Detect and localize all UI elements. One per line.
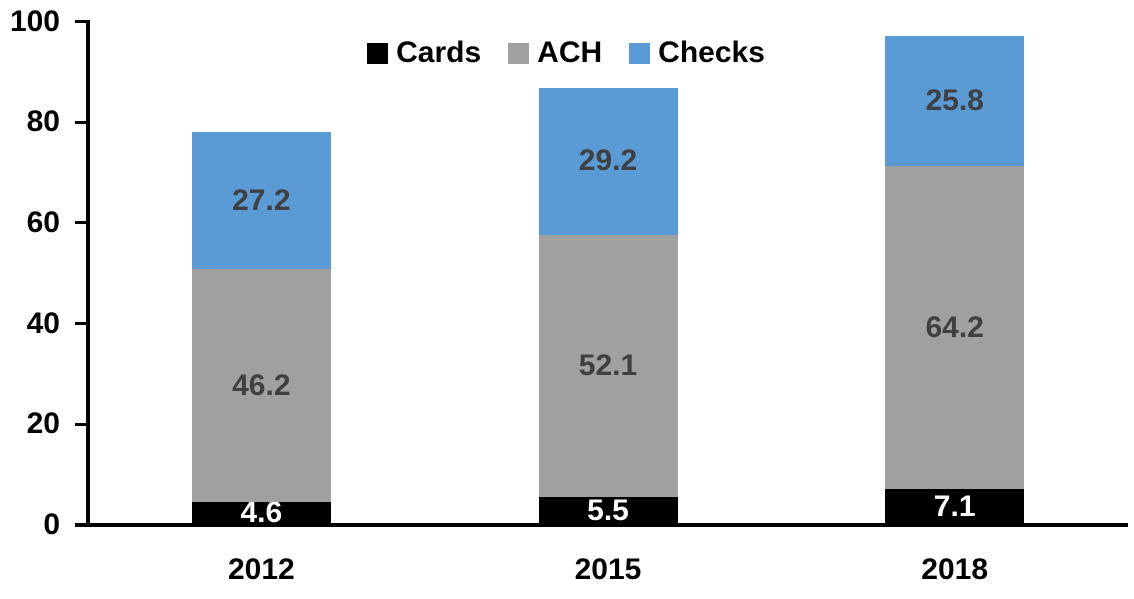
y-axis-tick-label: 60 <box>26 205 60 239</box>
y-axis-tick-label: 0 <box>43 508 60 541</box>
x-axis-label-2012: 2012 <box>227 553 295 586</box>
bar-segment-ach-2015 <box>538 234 678 498</box>
x-axis-label-2015: 2015 <box>574 553 642 586</box>
legend-swatch-cards <box>367 42 389 64</box>
bar-value-label-checks-2012: 27.2 <box>232 183 291 217</box>
legend-label-cards: Cards <box>396 36 482 69</box>
bar-segment-checks-2012 <box>191 132 331 270</box>
bar-value-label-ach-2015: 52.1 <box>578 349 638 383</box>
bar-segment-cards-2018 <box>885 489 1025 525</box>
x-axis-label-2018: 2018 <box>921 553 989 586</box>
bar-value-label-cards-2018: 7.1 <box>933 490 976 524</box>
y-axis-tick-label: 100 <box>9 4 60 38</box>
bar-segment-cards-2012 <box>191 501 331 525</box>
y-axis-tick <box>75 322 88 326</box>
y-axis-tick <box>75 120 88 124</box>
bar-value-label-cards-2012: 4.6 <box>240 496 283 530</box>
y-axis-tick-label: 20 <box>26 407 60 441</box>
bar-value-label-ach-2018: 64.2 <box>925 310 984 344</box>
y-axis-line <box>86 20 90 527</box>
bar-value-label-cards-2015: 5.5 <box>587 494 629 528</box>
bar-segment-checks-2018 <box>885 36 1025 166</box>
bar-value-label-ach-2012: 46.2 <box>232 368 291 402</box>
legend-item-cards: Cards <box>367 36 481 70</box>
bar-segment-checks-2015 <box>538 87 678 235</box>
legend: Cards ACH Checks <box>88 36 1044 70</box>
y-axis-tick-label: 40 <box>26 306 60 340</box>
legend-label-checks: Checks <box>658 36 765 69</box>
y-axis-tick <box>75 221 88 225</box>
legend-swatch-checks <box>629 42 651 64</box>
bar-value-label-checks-2018: 25.8 <box>925 84 984 118</box>
y-axis-tick-label: 80 <box>26 105 60 139</box>
legend-label-ach: ACH <box>537 36 603 69</box>
bar-segment-ach-2018 <box>885 166 1025 490</box>
y-axis-tick <box>75 422 88 426</box>
legend-item-checks: Checks <box>629 36 765 70</box>
bar-segment-cards-2015 <box>538 497 678 525</box>
legend-swatch-ach <box>508 42 530 64</box>
bar-segment-ach-2012 <box>191 269 331 502</box>
y-axis-tick <box>75 20 88 23</box>
bar-value-label-checks-2015: 29.2 <box>578 144 638 178</box>
x-axis-line <box>75 523 1128 527</box>
legend-item-ach: ACH <box>508 36 602 70</box>
y-axis-tick <box>75 523 88 527</box>
